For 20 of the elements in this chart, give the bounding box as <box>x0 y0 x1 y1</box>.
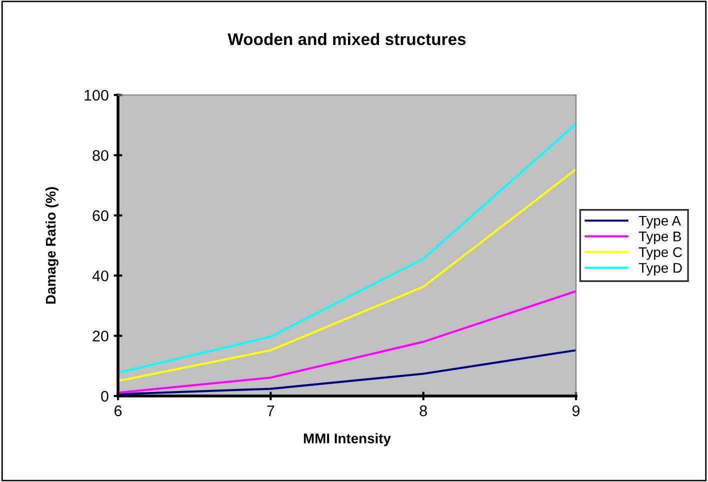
x-axis-title: MMI Intensity <box>304 433 391 446</box>
x-tick-label: 6 <box>114 405 122 416</box>
legend-label: Type A <box>638 216 681 228</box>
x-tick-label: 9 <box>572 405 580 416</box>
y-tick-label: 0 <box>101 390 108 402</box>
chart-title: Wooden and mixed structures <box>228 32 466 46</box>
line-series <box>118 122 576 374</box>
y-tick-label: 80 <box>92 150 108 161</box>
x-tick-label: 7 <box>267 406 274 416</box>
x-tick-label: 8 <box>420 405 427 416</box>
legend-label: Type D <box>638 263 682 276</box>
y-tick-label: 100 <box>84 90 108 101</box>
line-series <box>118 168 576 382</box>
y-tick-label: 20 <box>92 330 108 342</box>
legend-label: Type B <box>638 232 682 244</box>
y-tick-label: 40 <box>92 270 108 282</box>
y-tick-label: 60 <box>92 210 108 222</box>
legend-label: Type C <box>638 247 682 260</box>
y-axis-title: Damage Ratio (%) <box>45 187 58 304</box>
line-series <box>118 290 576 394</box>
